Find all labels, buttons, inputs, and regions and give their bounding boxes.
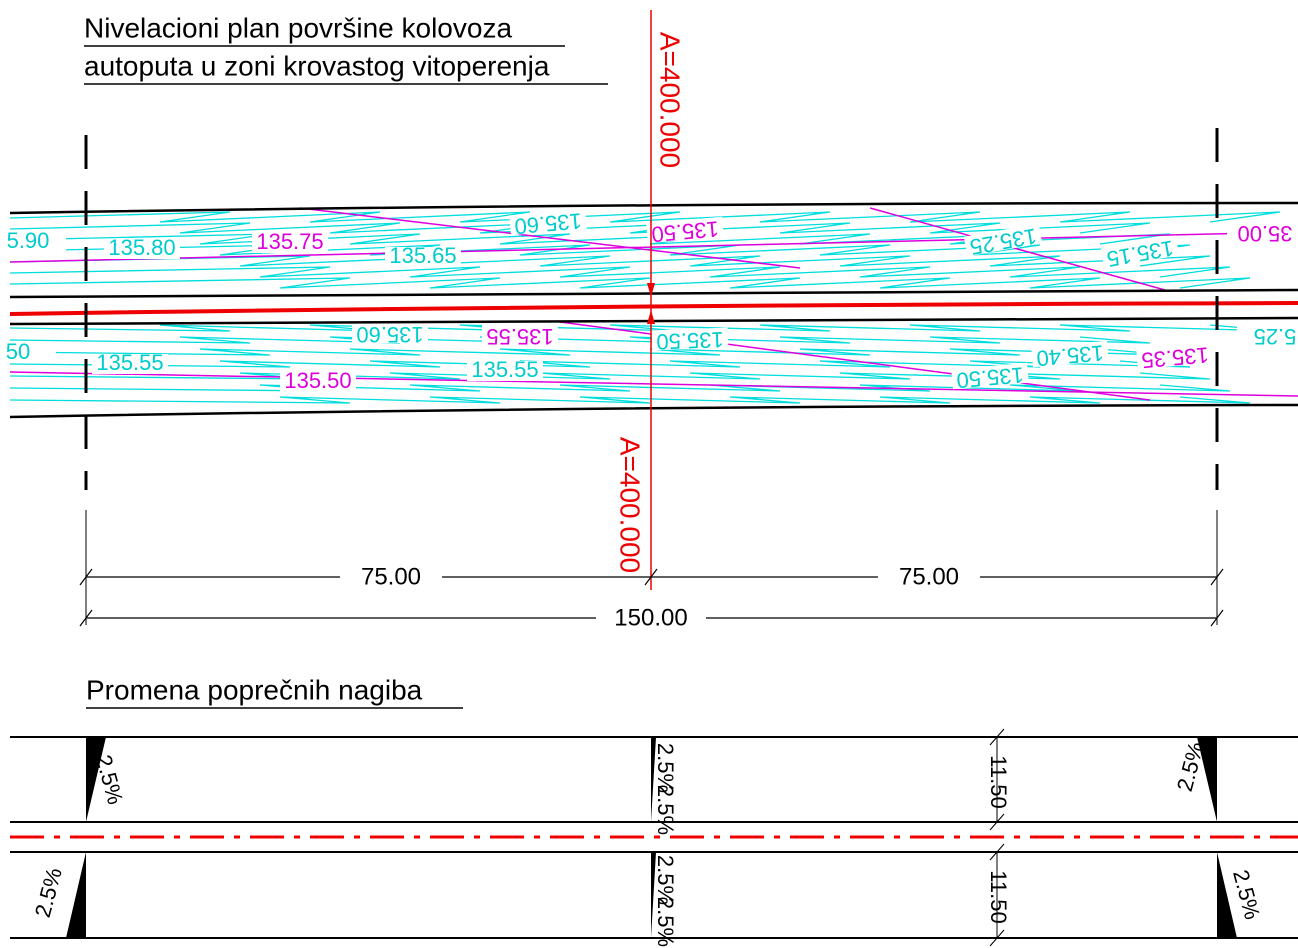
dimension-label: 75.00 (899, 563, 959, 590)
contour (9, 277, 1251, 289)
contour-label: 135.65 (389, 243, 456, 268)
contour-label: 35.00 (1237, 221, 1292, 246)
label-mask (1237, 325, 1298, 345)
contour-label: 135.75 (256, 229, 323, 254)
axis-line (9, 301, 1298, 316)
contour-label: 135.50 (656, 327, 724, 354)
contour-major (869, 207, 1166, 291)
slope-label: 2.5% (653, 743, 678, 793)
contour-label: 135.55 (471, 357, 538, 382)
slope-label: 11.50 (986, 755, 1011, 808)
arrow (647, 283, 655, 324)
contour-label: 135.60 (356, 322, 423, 347)
contour (9, 396, 1251, 404)
contour-major (299, 207, 801, 269)
label-mask (651, 327, 729, 351)
contour (9, 266, 1231, 278)
slope-label: 2.5% (653, 855, 678, 905)
alignment-label: A=400.000 (655, 32, 686, 168)
contour-label: 135.55 (486, 324, 553, 349)
contour-label: 135.55 (96, 350, 163, 375)
label-mask (0, 343, 56, 363)
label-mask (92, 354, 168, 374)
label-mask (1136, 342, 1214, 370)
label-mask (385, 247, 461, 267)
contour-label: 5.90 (7, 228, 50, 253)
plan-title: Nivelacioni plan površine kolovoza (84, 12, 512, 43)
contour-major (9, 371, 1298, 397)
label-mask (0, 232, 66, 252)
label-mask (482, 325, 558, 345)
label-mask (252, 233, 328, 253)
contour-label: 135.50 (651, 216, 720, 247)
label-mask (509, 208, 587, 236)
contour (9, 360, 1191, 368)
label-mask (646, 216, 724, 244)
slope-label: 2.5% (653, 785, 678, 835)
label-mask (467, 361, 543, 381)
dimension-label: 75.00 (361, 563, 421, 590)
label-mask (280, 372, 356, 392)
slope-label: 2.5% (653, 897, 678, 947)
label-mask (104, 239, 180, 259)
contour-label: 50 (6, 339, 30, 364)
width-dims (989, 728, 1005, 947)
dimension-lines (79, 568, 1224, 627)
contour-label: 135.60 (514, 208, 583, 239)
label-mask (352, 323, 428, 343)
contour-major (9, 231, 1298, 263)
section-title: Promena poprečnih nagiba (86, 674, 423, 705)
contour-label: 135.50 (956, 362, 1025, 393)
contour-label: 135.40 (1036, 340, 1105, 371)
contour-label: 135.80 (108, 235, 175, 260)
label-mask (963, 223, 1043, 257)
contour (9, 324, 1281, 332)
road-edge (9, 316, 1298, 326)
contour-label: 135.35 (1141, 342, 1210, 373)
road-edge (9, 288, 1298, 299)
contour (9, 348, 1171, 356)
contour-label: 5.25 (1254, 324, 1297, 349)
road-edge (9, 403, 1298, 419)
label-mask (1031, 340, 1109, 368)
contour (9, 211, 1281, 223)
alignment-label: A=400.000 (615, 437, 646, 573)
dimension-label: 150.00 (614, 604, 687, 631)
slope-wedges (66, 737, 1237, 938)
label-mask (1100, 235, 1180, 269)
slope-label: 11.50 (986, 870, 1011, 923)
plan-title: autoputa u zoni krovastog vitoperenja (84, 50, 550, 81)
label-mask (951, 362, 1029, 390)
contour-label: 135.50 (284, 368, 351, 393)
contour (9, 255, 1211, 267)
label-mask (1227, 222, 1298, 242)
road-edge (9, 201, 1298, 215)
